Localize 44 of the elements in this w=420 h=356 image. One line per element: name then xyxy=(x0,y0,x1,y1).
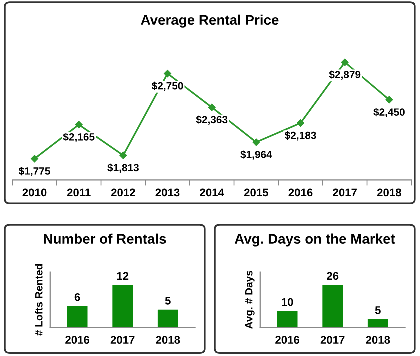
x-tick-label: 2018 xyxy=(366,336,390,344)
point xyxy=(252,138,260,146)
x-tick-label: 2016 xyxy=(66,336,90,344)
data-label: $2,183 xyxy=(284,131,316,141)
data-label: $2,879 xyxy=(329,70,361,80)
data-label: 12 xyxy=(117,272,129,280)
x-tick-label: 2013 xyxy=(156,188,180,197)
x-tick-label: 2016 xyxy=(276,336,300,344)
data-label: $1,813 xyxy=(108,164,139,174)
chart-title: Average Rental Price xyxy=(141,14,279,28)
x-tick-label: 2018 xyxy=(377,188,402,197)
data-label: $1,775 xyxy=(18,167,50,176)
data-label: $2,450 xyxy=(374,108,405,118)
x-tick-label: 2017 xyxy=(333,188,357,197)
x-tick-label: 2012 xyxy=(111,188,136,197)
y-axis-title: Avg. # Days xyxy=(245,271,255,329)
x-tick-label: 2016 xyxy=(288,188,313,197)
point xyxy=(297,120,304,127)
point xyxy=(31,155,38,163)
data-label: $1,964 xyxy=(240,150,272,160)
data-label: $2,363 xyxy=(196,116,228,126)
x-tick-label: 2010 xyxy=(22,188,47,197)
point xyxy=(386,96,394,104)
point xyxy=(120,152,128,160)
point xyxy=(208,104,216,112)
y-axis-title: # Lofts Rented xyxy=(35,264,43,336)
data-label: $2,165 xyxy=(63,133,95,142)
data-label: $2,750 xyxy=(152,82,184,92)
data-label: 6 xyxy=(74,293,80,302)
x-tick-label: 2017 xyxy=(110,336,135,344)
data-label: 26 xyxy=(327,272,339,280)
chart-title: Number of Rentals xyxy=(44,234,166,244)
x-tick-label: 2011 xyxy=(67,188,91,197)
point xyxy=(75,121,83,129)
chart-title: Avg. Days on the Market xyxy=(234,234,396,247)
x-tick-label: 2018 xyxy=(156,336,180,344)
data-label: 10 xyxy=(282,298,294,306)
x-tick-label: 2017 xyxy=(320,336,345,344)
point xyxy=(164,70,172,78)
point xyxy=(341,58,349,66)
x-tick-label: 2015 xyxy=(244,188,268,197)
data-label: 5 xyxy=(165,297,171,305)
x-tick-label: 2014 xyxy=(200,188,224,197)
data-label: 5 xyxy=(375,306,381,314)
